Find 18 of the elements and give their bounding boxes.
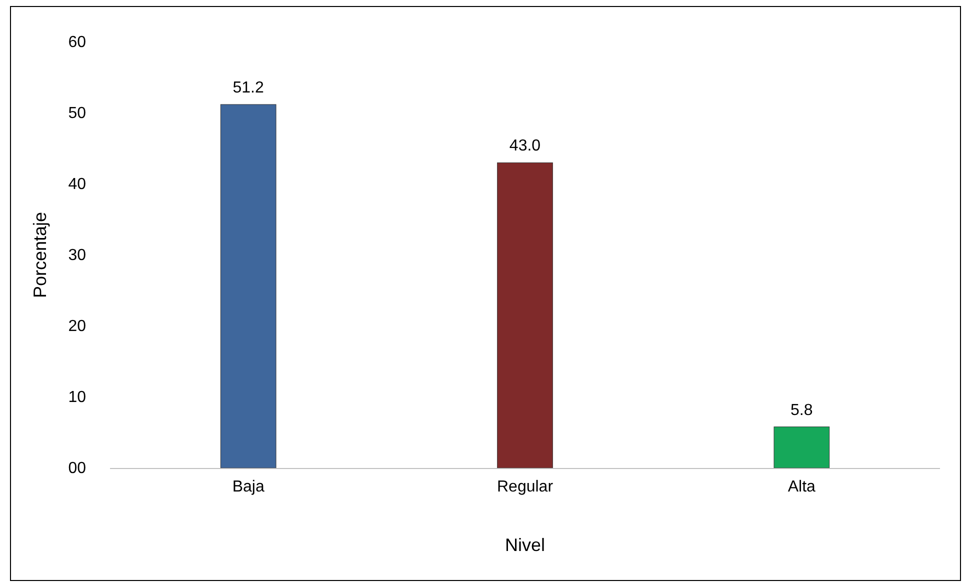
x-axis-title: Nivel: [504, 535, 546, 555]
x-tick-label: Baja: [232, 478, 264, 496]
y-axis-title: Porcentaje: [30, 212, 50, 298]
y-tick-label: 50: [68, 105, 86, 122]
data-label: 5.8: [790, 402, 813, 419]
y-tick-label: 60: [68, 34, 86, 52]
x-tick-label: Regular: [496, 478, 554, 496]
bar: [774, 426, 830, 468]
y-tick-label: 10: [68, 389, 86, 406]
x-tick-label: Alta: [788, 478, 816, 496]
data-label: 51.2: [232, 79, 264, 96]
bar: [220, 104, 276, 468]
y-tick-label: 20: [68, 318, 86, 336]
y-tick-label: 30: [68, 247, 86, 264]
bar: [497, 162, 553, 468]
data-label: 43.0: [509, 138, 541, 155]
y-tick-label: 00: [68, 460, 86, 478]
y-tick-label: 40: [68, 176, 86, 194]
